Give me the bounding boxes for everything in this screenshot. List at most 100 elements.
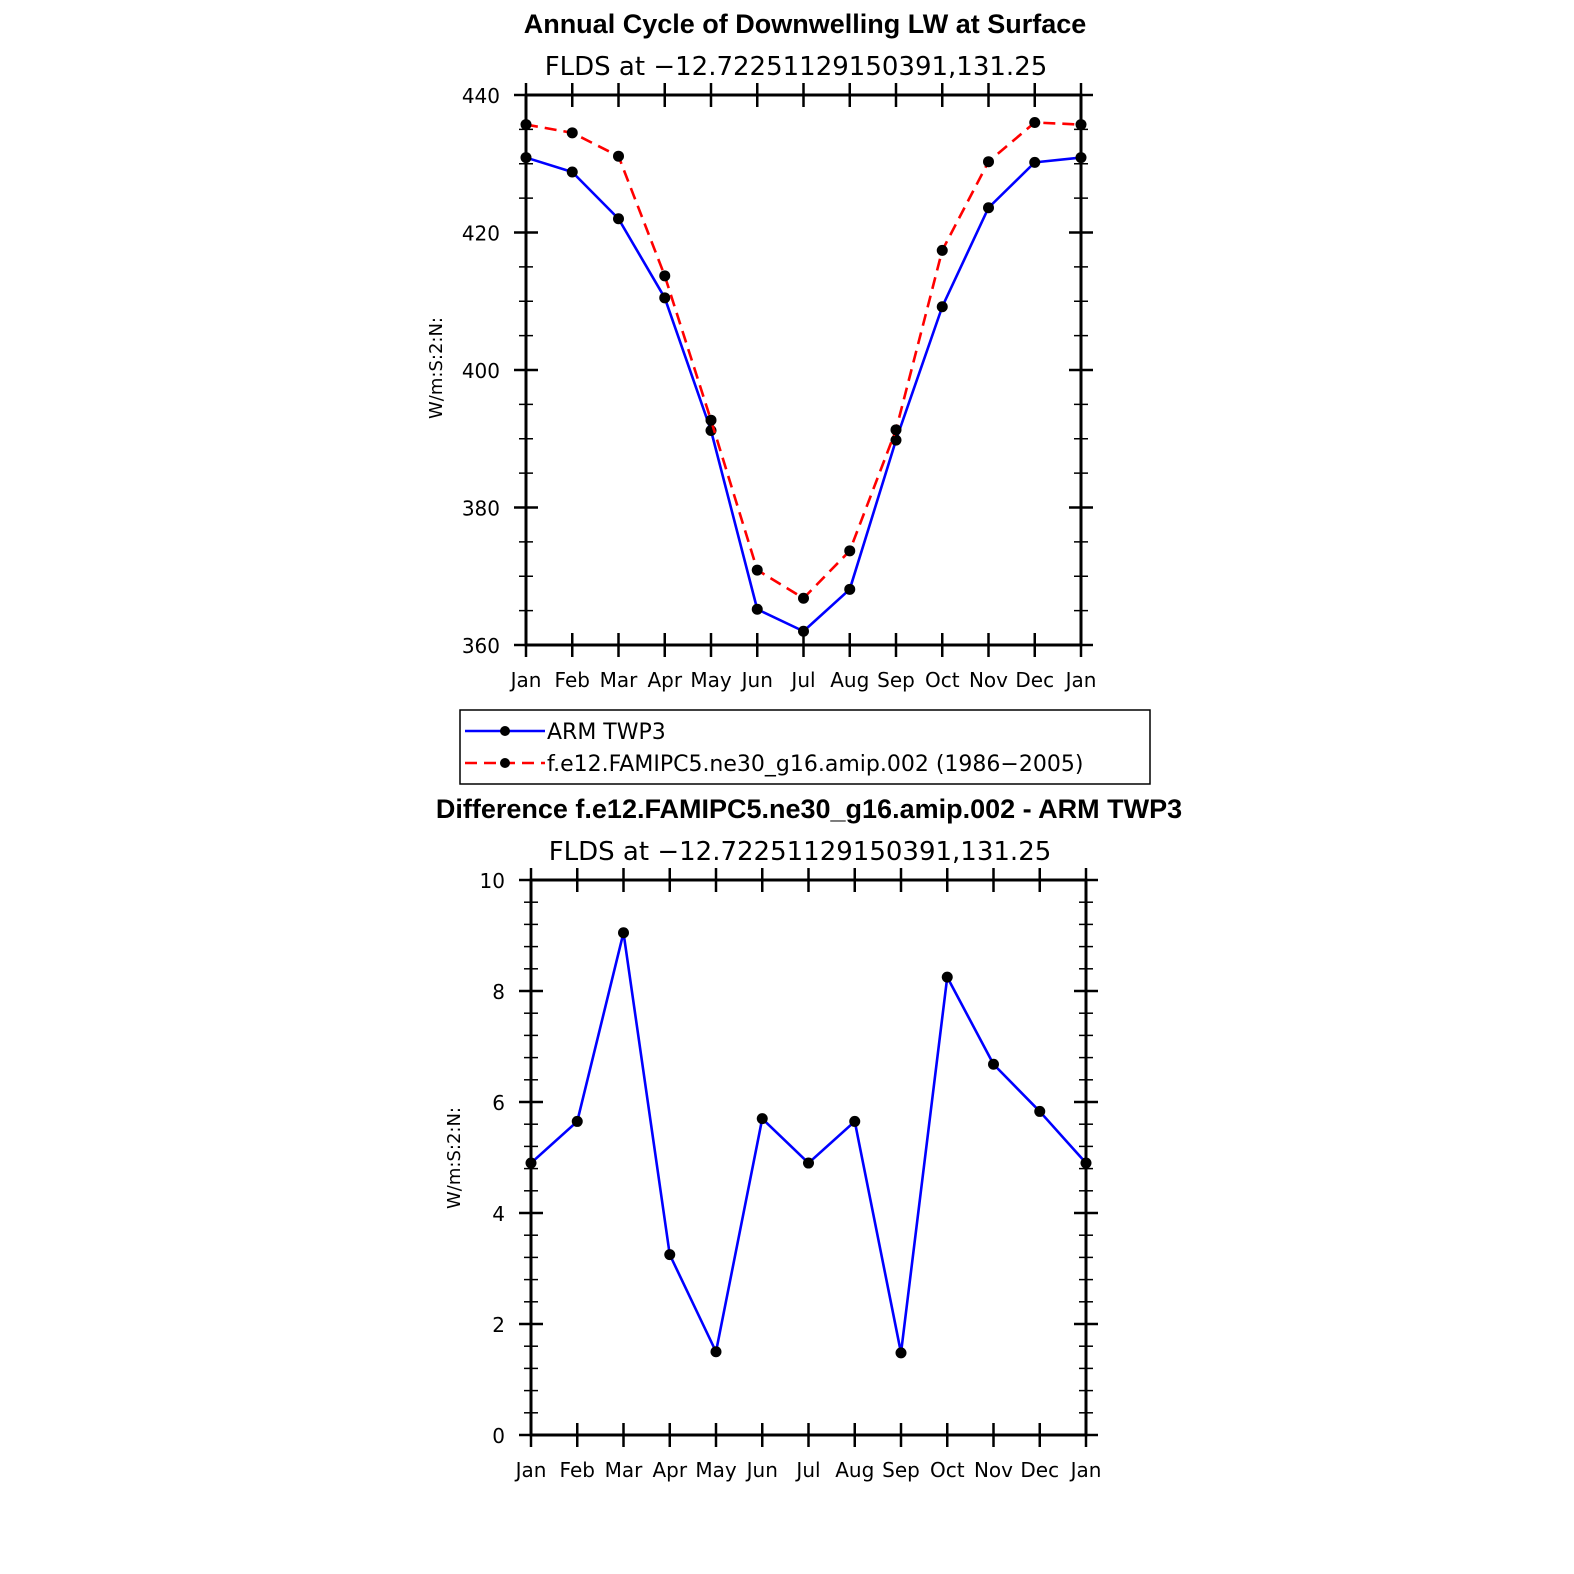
legend-label-arm-twp3: ARM TWP3 (547, 720, 666, 745)
x-tick-label: Feb (555, 668, 590, 692)
top-chart-frame (524, 93, 1083, 647)
x-tick-label: Jul (789, 668, 815, 692)
x-tick-label: Nov (969, 668, 1008, 692)
bottom-chart-title: Difference f.e12.FAMIPC5.ne30_g16.amip.0… (436, 794, 1182, 824)
data-point (1029, 117, 1041, 128)
data-point (1080, 1157, 1092, 1169)
x-tick-label: Mar (605, 1458, 644, 1482)
x-tick-label: Oct (925, 668, 960, 692)
x-tick-label: Jan (1064, 668, 1097, 692)
y-tick-label: 6 (492, 1091, 505, 1115)
data-point (1029, 156, 1041, 168)
data-point (849, 1115, 861, 1127)
top-chart-ylabel: W/m:S:2:N: (426, 317, 447, 419)
x-tick-label: Aug (835, 1458, 874, 1482)
legend-marker-arm-twp3 (500, 726, 510, 736)
data-point (751, 564, 763, 576)
data-point (1075, 119, 1087, 131)
data-point (613, 213, 624, 225)
x-tick-label: Oct (930, 1458, 965, 1482)
y-tick-label: 0 (492, 1424, 505, 1448)
bottom-chart-ylabel: W/m:S:2:N: (444, 1107, 465, 1209)
y-tick-label: 360 (462, 634, 500, 658)
series-line-1 (525, 121, 1082, 600)
top-chart-ticks (514, 83, 1093, 657)
data-point (571, 1115, 583, 1127)
x-tick-label: Jan (509, 668, 542, 692)
data-point (895, 1347, 907, 1359)
x-tick-label: Aug (830, 668, 869, 692)
top-chart-series (520, 117, 1087, 637)
bottom-chart-ytick-labels: 0 2 4 6 8 10 (480, 869, 505, 1448)
data-point (798, 592, 809, 604)
data-point (1034, 1105, 1046, 1117)
x-tick-label: Jul (794, 1458, 820, 1482)
y-tick-label: 420 (462, 222, 500, 246)
legend-label-model: f.e12.FAMIPC5.ne30_g16.amip.002 (1986−20… (547, 752, 1083, 777)
bottom-chart-frame (529, 878, 1088, 1437)
data-point (1075, 152, 1087, 164)
data-point (890, 424, 902, 436)
data-point (613, 150, 624, 162)
x-tick-label: Dec (1015, 668, 1054, 692)
y-tick-label: 440 (462, 84, 500, 108)
bottom-chart-subtitle: FLDS at −12.72251129150391,131.25 (549, 837, 1052, 867)
x-tick-label: Jun (745, 1458, 778, 1482)
top-chart-xtick-labels: Jan Feb Mar Apr May Jun Jul Aug Sep Oct Nov Dec Jan (509, 668, 1097, 692)
x-tick-label: Jan (514, 1458, 547, 1482)
x-tick-label: Nov (974, 1458, 1013, 1482)
top-chart-legend: ARM TWP3 f.e12.FAMIPC5.ne30_g16.amip.002… (459, 709, 1151, 785)
y-tick-label: 400 (462, 359, 500, 383)
y-tick-label: 10 (480, 869, 505, 893)
data-point (798, 625, 809, 637)
data-point (520, 119, 532, 131)
x-tick-label: Dec (1020, 1458, 1059, 1482)
data-point (664, 1249, 676, 1261)
data-point (705, 414, 717, 426)
bottom-chart-series (525, 927, 1092, 1359)
data-point (983, 156, 994, 168)
legend-marker-model (500, 758, 510, 768)
series-line-0 (525, 156, 1082, 633)
x-tick-label: Mar (600, 668, 639, 692)
y-tick-label: 380 (462, 497, 500, 521)
data-point (710, 1346, 722, 1358)
y-tick-label: 4 (492, 1202, 505, 1226)
top-chart-subtitle: FLDS at −12.72251129150391,131.25 (545, 52, 1048, 82)
data-point (659, 270, 671, 282)
data-point (520, 152, 532, 164)
y-tick-label: 8 (492, 980, 505, 1004)
data-point (751, 603, 763, 615)
top-chart-title: Annual Cycle of Downwelling LW at Surfac… (524, 9, 1087, 39)
data-point (983, 202, 994, 214)
data-point (659, 292, 671, 304)
x-tick-label: Sep (882, 1458, 920, 1482)
data-point (941, 971, 953, 983)
bottom-chart-xtick-labels: Jan Feb Mar Apr May Jun Jul Aug Sep Oct Nov Dec Jan (514, 1458, 1102, 1482)
data-point (618, 927, 629, 939)
x-tick-label: Feb (560, 1458, 595, 1482)
data-point (566, 166, 578, 178)
bottom-chart-ticks (519, 868, 1098, 1447)
x-tick-label: Apr (647, 668, 682, 692)
data-point (844, 545, 856, 557)
data-point (525, 1157, 537, 1169)
data-point (756, 1113, 768, 1125)
x-tick-label: May (690, 668, 732, 692)
x-tick-label: May (695, 1458, 737, 1482)
top-chart: Annual Cycle of Downwelling LW at Surfac… (426, 9, 1151, 785)
x-tick-label: Jan (1069, 1458, 1102, 1482)
data-point (803, 1157, 814, 1169)
top-chart-ytick-labels: 360 380 400 420 440 (462, 84, 500, 658)
legend-box (459, 709, 1151, 785)
data-point (890, 434, 902, 446)
y-tick-label: 2 (492, 1313, 505, 1337)
data-point (566, 127, 578, 139)
data-point (844, 583, 856, 595)
data-point (936, 244, 948, 256)
series-line-0 (530, 931, 1087, 1355)
bottom-chart: Difference f.e12.FAMIPC5.ne30_g16.amip.0… (436, 794, 1182, 1482)
x-tick-label: Apr (652, 1458, 687, 1482)
x-tick-label: Sep (877, 668, 915, 692)
